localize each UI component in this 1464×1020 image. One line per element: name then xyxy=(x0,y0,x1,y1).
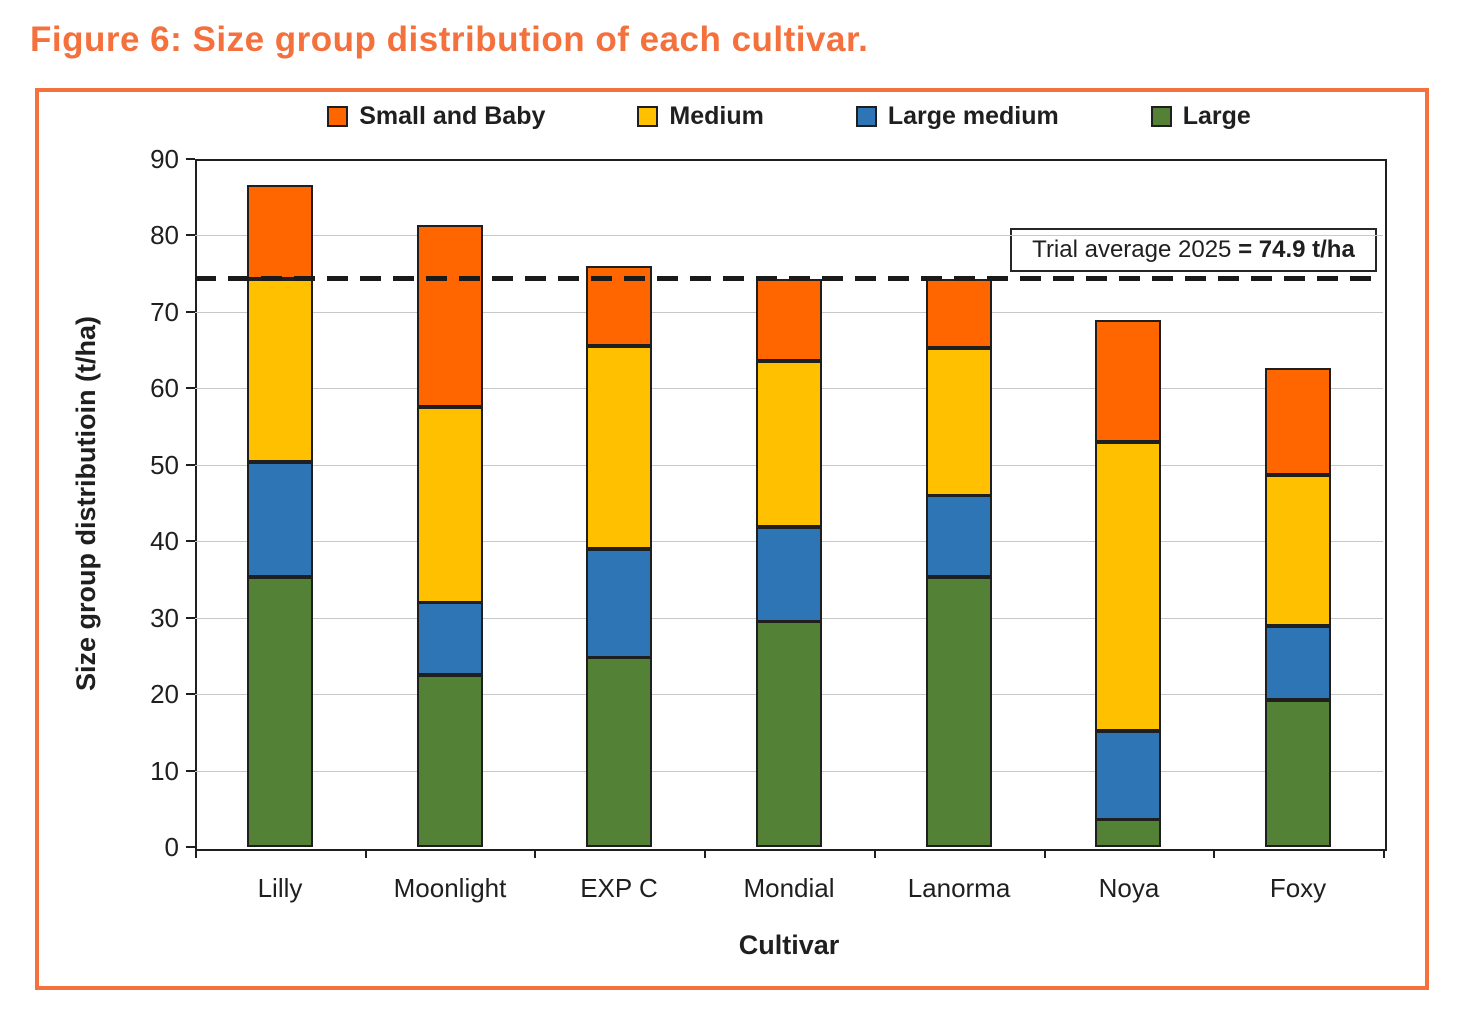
y-tick-label: 60 xyxy=(150,373,179,403)
x-tick-mark xyxy=(365,849,367,858)
legend-item-small-and-baby: Small and Baby xyxy=(327,102,545,131)
y-tick-mark xyxy=(186,693,195,695)
trial-average-line xyxy=(195,276,1383,281)
chart-legend: Small and Baby Medium Large medium Large xyxy=(195,96,1383,136)
bar-segment-large-medium xyxy=(417,602,483,675)
x-tick-mark xyxy=(1383,849,1385,858)
x-category-label: EXP C xyxy=(580,873,658,903)
bar-segment-large-medium xyxy=(1095,731,1161,820)
y-axis-title: Size group distributioin (t/ha) xyxy=(70,315,101,691)
y-axis-title-wrap: Size group distributioin (t/ha) xyxy=(56,159,116,847)
legend-label: Large medium xyxy=(887,101,1059,130)
y-tick-label: 30 xyxy=(150,603,179,633)
x-tick-mark xyxy=(704,849,706,858)
y-tick-mark xyxy=(186,387,195,389)
trial-average-text: Trial average 2025 xyxy=(1032,236,1239,263)
x-axis-title: Cultivar xyxy=(738,930,840,960)
bar-segment-large-medium xyxy=(1265,626,1331,700)
bar-segment-medium xyxy=(417,407,483,603)
legend-item-medium: Medium xyxy=(637,101,764,131)
gridline xyxy=(195,235,1383,236)
x-category-label: Lilly xyxy=(257,873,303,903)
bar-segment-large-medium xyxy=(756,527,822,622)
legend-item-large-medium: Large medium xyxy=(855,101,1059,131)
bar-segment-large xyxy=(586,657,652,847)
x-category-label: Foxy xyxy=(1269,873,1327,903)
y-tick-label: 40 xyxy=(150,526,179,556)
legend-swatch-medium xyxy=(637,105,659,127)
bar-segment-large xyxy=(247,577,313,847)
y-tick-label: 20 xyxy=(150,679,179,709)
bar-segment-small-and-baby xyxy=(247,185,313,279)
figure-title: Figure 6: Size group distribution of eac… xyxy=(30,20,869,59)
x-tick-mark xyxy=(1213,849,1215,858)
y-tick-mark xyxy=(186,617,195,619)
bar-segment-medium xyxy=(1265,475,1331,626)
x-category-label: Mondial xyxy=(743,873,835,903)
x-tick-mark xyxy=(195,849,197,858)
bar-segment-large-medium xyxy=(247,462,313,577)
bar-segment-small-and-baby xyxy=(417,225,483,407)
y-tick-mark xyxy=(186,234,195,236)
y-tick-mark xyxy=(186,464,195,466)
bar-segment-medium xyxy=(926,348,992,496)
bar-segment-small-and-baby xyxy=(1265,368,1331,475)
legend-swatch-large xyxy=(1150,105,1172,127)
x-tick-mark xyxy=(534,849,536,858)
y-tick-mark xyxy=(186,311,195,313)
bar-segment-large xyxy=(756,621,822,847)
legend-label: Medium xyxy=(669,101,764,130)
x-category-label: Moonlight xyxy=(393,873,507,903)
bar-segment-large-medium xyxy=(586,549,652,658)
legend-swatch-small-and-baby xyxy=(327,105,349,127)
bar-segment-large xyxy=(1095,819,1161,847)
y-tick-mark xyxy=(186,540,195,542)
bar-segment-small-and-baby xyxy=(756,279,822,361)
legend-label: Large xyxy=(1182,101,1251,130)
bar-segment-medium xyxy=(247,279,313,462)
bar-segment-large xyxy=(417,675,483,847)
y-tick-mark xyxy=(186,158,195,160)
legend-label: Small and Baby xyxy=(359,101,546,130)
y-tick-label: 50 xyxy=(150,450,179,480)
x-category-label: Lanorma xyxy=(907,873,1011,903)
y-tick-mark xyxy=(186,770,195,772)
bar-segment-large xyxy=(1265,700,1331,847)
y-tick-label: 10 xyxy=(150,756,179,786)
bar-segment-small-and-baby xyxy=(1095,320,1161,442)
y-tick-mark xyxy=(186,846,195,848)
legend-item-large: Large xyxy=(1150,101,1251,131)
trial-average-value: = 74.9 t/ha xyxy=(1238,236,1355,263)
x-tick-mark xyxy=(874,849,876,858)
bar-segment-medium xyxy=(756,361,822,527)
legend-swatch-large-medium xyxy=(855,105,877,127)
x-tick-mark xyxy=(1044,849,1046,858)
bar-segment-medium xyxy=(586,346,652,549)
bar-segment-large-medium xyxy=(926,495,992,577)
y-tick-label: 0 xyxy=(164,832,179,862)
y-tick-label: 70 xyxy=(150,297,179,327)
bar-segment-small-and-baby xyxy=(926,279,992,348)
bar-segment-medium xyxy=(1095,442,1161,731)
x-category-label: Noya xyxy=(1098,873,1160,903)
bar-segment-large xyxy=(926,577,992,847)
y-tick-label: 80 xyxy=(150,220,179,250)
y-tick-label: 90 xyxy=(150,144,179,174)
